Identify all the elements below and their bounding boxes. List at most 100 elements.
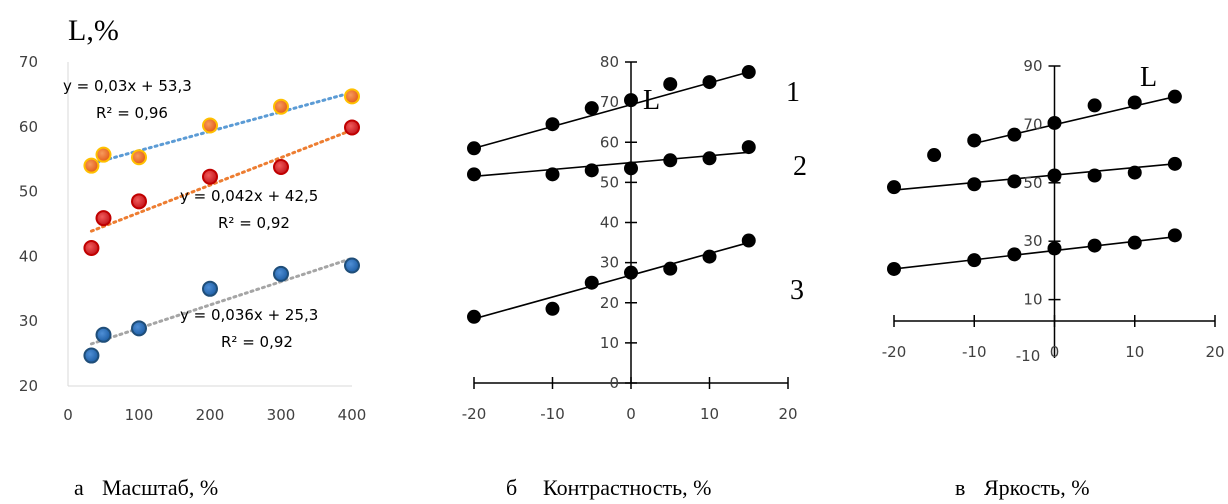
- x-tick-label: 200: [196, 406, 225, 424]
- data-point-series-3: [83, 347, 100, 364]
- data-point-series-1: [202, 117, 218, 134]
- x-tick-label: -10: [962, 343, 987, 361]
- data-point-series-3: [273, 265, 289, 282]
- panel-a-tick-labels: 20 30 40 50 60 70 0 100 200 300 400: [19, 53, 366, 424]
- data-point-series-3: [1047, 241, 1062, 256]
- y-tick-label: 70: [600, 93, 619, 111]
- chart-panel-c: -20 -10 0 10 20 10 30 50 70 90 -10 L в Яркость, %: [882, 57, 1225, 500]
- y-tick-label: 40: [600, 214, 619, 232]
- y-tick-label: 40: [19, 247, 38, 265]
- data-point-series-3: [702, 249, 717, 264]
- y-tick-label: 50: [1023, 174, 1042, 192]
- y-tick-label: 60: [19, 118, 38, 136]
- trend-equation-2: y = 0,042x + 42,5: [180, 187, 318, 205]
- x-tick-label: -20: [882, 343, 907, 361]
- y-tick-label: 60: [600, 133, 619, 151]
- data-point-series-1: [927, 148, 942, 163]
- x-tick-label: -10: [540, 405, 565, 423]
- x-tick-label: 100: [125, 406, 154, 424]
- data-point-series-3: [344, 257, 360, 274]
- y-tick-label: 90: [1023, 57, 1042, 75]
- panel-c-points: [887, 89, 1182, 276]
- x-tick-label: -20: [462, 405, 487, 423]
- series-label-2: 2: [793, 151, 807, 182]
- panel-c-tick-labels: -20 -10 0 10 20 10 30 50 70 90: [882, 57, 1225, 361]
- panel-b-xlabel: Контрастность, %: [543, 475, 711, 500]
- panel-a-ylabel: L,%: [68, 14, 119, 47]
- y-tick-label: 70: [1023, 115, 1042, 133]
- data-point-series-2: [83, 239, 100, 256]
- y-tick-label: 20: [19, 377, 38, 395]
- panel-a-xlabel: Масштаб, %: [102, 475, 218, 500]
- data-point-series-3: [624, 265, 638, 280]
- x-tick-label: 300: [267, 406, 296, 424]
- data-point-series-1: [1007, 127, 1022, 142]
- data-point-series-2: [967, 177, 982, 192]
- data-point-series-3: [1007, 247, 1022, 262]
- data-point-series-3: [95, 326, 112, 343]
- data-point-series-1: [741, 65, 756, 80]
- data-point-series-2: [344, 119, 360, 136]
- panel-c-axis-letter: L: [1140, 62, 1157, 93]
- panel-c-extra-tick: -10: [1016, 347, 1041, 365]
- data-point-series-2: [273, 158, 289, 175]
- data-point-series-3: [467, 309, 481, 324]
- trendline-3: [89, 256, 354, 346]
- trendline-1: [974, 95, 1176, 145]
- panel-a-letter: а: [74, 475, 84, 500]
- x-tick-label: 20: [1205, 343, 1224, 361]
- data-point-series-1: [1127, 95, 1142, 110]
- data-point-series-2: [887, 180, 901, 195]
- data-point-series-3: [545, 301, 560, 316]
- data-point-series-1: [273, 98, 289, 115]
- panel-b-letter: б: [506, 475, 517, 500]
- y-tick-label: 0: [609, 374, 619, 392]
- x-tick-label: 0: [63, 406, 73, 424]
- y-tick-label: 30: [600, 254, 619, 272]
- y-tick-label: 50: [600, 173, 619, 191]
- chart-panel-a: L,% 20 30 40 50 60 70 0 100 200 300 400 y = 0,03x …: [19, 14, 366, 500]
- data-point-series-2: [1047, 168, 1062, 183]
- x-tick-label: 20: [778, 405, 797, 423]
- trend-equation-3: y = 0,036x + 25,3: [180, 306, 318, 324]
- trendline-2: [89, 128, 354, 233]
- panel-a-points: [83, 88, 360, 364]
- panel-b-axis-letter: L: [643, 85, 660, 116]
- panel-c-axes: [893, 65, 1216, 358]
- y-tick-label: 10: [600, 334, 619, 352]
- data-point-series-1: [545, 117, 560, 132]
- trendline-2: [893, 163, 1175, 191]
- data-point-series-3: [741, 233, 756, 248]
- chart-panel-b: -20 -10 0 10 20 0 10 20 30 40 50 60 70 80 L 1 2 3 б К…: [462, 53, 807, 500]
- data-point-series-1: [95, 146, 112, 163]
- data-point-series-2: [702, 151, 717, 166]
- series-label-1: 1: [786, 77, 800, 108]
- trend-equation-1: y = 0,03x + 53,3: [63, 77, 192, 95]
- data-point-series-2: [663, 153, 678, 168]
- trend-r2-2: R² = 0,92: [218, 214, 290, 232]
- data-point-series-3: [202, 280, 218, 297]
- data-point-series-1: [344, 88, 360, 105]
- data-point-series-2: [1127, 165, 1142, 180]
- x-tick-label: 10: [1125, 343, 1144, 361]
- data-point-series-2: [545, 167, 560, 182]
- data-point-series-2: [467, 167, 481, 182]
- data-point-series-3: [887, 261, 901, 276]
- panel-b-points: [467, 65, 756, 324]
- data-point-series-1: [584, 101, 599, 116]
- data-point-series-1: [467, 141, 481, 156]
- data-point-series-2: [741, 140, 756, 155]
- data-point-series-3: [663, 261, 678, 276]
- data-point-series-1: [624, 93, 638, 108]
- data-point-series-2: [1167, 156, 1182, 171]
- data-point-series-2: [202, 168, 218, 185]
- panel-b-axes: [473, 61, 789, 389]
- panel-c-letter: в: [955, 475, 965, 500]
- data-point-series-3: [131, 320, 147, 337]
- trend-r2-1: R² = 0,96: [96, 104, 168, 122]
- data-point-series-2: [1007, 174, 1022, 189]
- data-point-series-2: [1087, 168, 1102, 183]
- trend-r2-3: R² = 0,92: [221, 333, 293, 351]
- x-tick-label: 10: [700, 405, 719, 423]
